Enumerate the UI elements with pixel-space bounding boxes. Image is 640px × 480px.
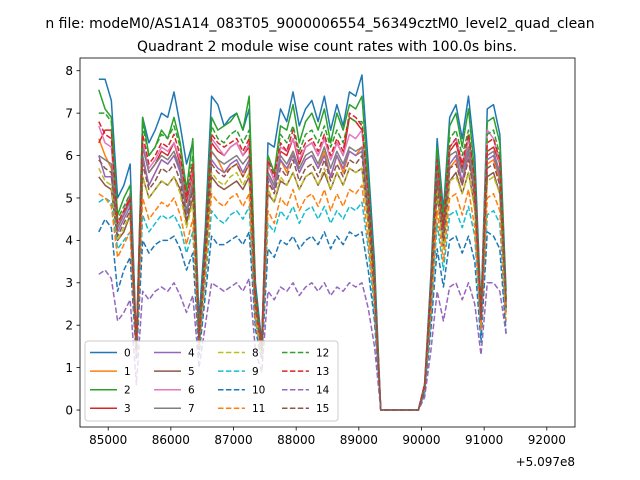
legend-label-14: 14	[316, 385, 330, 397]
legend-label-2: 2	[124, 385, 131, 397]
legend-label-1: 1	[124, 366, 131, 378]
axes-frame	[79, 57, 576, 428]
y-tick-label: 1	[65, 361, 73, 375]
axes: 85000 86000 87000 88000 89000 90000 91000 92000…	[65, 57, 576, 447]
series-line-14	[98, 269, 507, 411]
x-tick-label: 86000	[152, 433, 190, 447]
chart-suptitle: n file: modeM0/AS1A14_083T05_9000006554_…	[45, 16, 594, 32]
series-line-7	[98, 146, 507, 411]
x-tick-label: 87000	[214, 433, 252, 447]
y-tick-label: 0	[65, 403, 73, 417]
chart-title: Quadrant 2 module wise count rates with …	[137, 39, 517, 55]
legend-label-9: 9	[252, 366, 259, 378]
x-tick-label: 89000	[340, 433, 378, 447]
y-tick-label: 8	[65, 64, 73, 78]
y-tick-label: 6	[65, 149, 73, 163]
legend-label-8: 8	[252, 347, 259, 359]
x-tick-label: 88000	[277, 433, 315, 447]
legend-label-15: 15	[316, 403, 329, 415]
legend-label-0: 0	[124, 347, 131, 359]
x-tick-label: 92000	[528, 433, 566, 447]
legend-label-13: 13	[316, 366, 329, 378]
y-tick-label: 4	[65, 234, 73, 248]
legend-label-10: 10	[252, 385, 265, 397]
legend-label-11: 11	[252, 403, 265, 415]
y-tick-label: 5	[65, 191, 73, 205]
x-axis-offset-label: +5.097e8	[516, 455, 575, 469]
legend-label-5: 5	[188, 366, 195, 378]
series-line-8	[98, 167, 507, 411]
legend-box	[84, 340, 339, 422]
x-tick-label: 85000	[89, 433, 127, 447]
legend-label-6: 6	[188, 385, 195, 397]
series-line-15	[98, 154, 507, 411]
plot-area	[98, 74, 507, 411]
y-tick-label: 2	[65, 319, 73, 333]
y-tick-label: 3	[65, 276, 73, 290]
series-line-11	[98, 184, 507, 411]
series-line-9	[98, 197, 507, 411]
x-tick-label: 91000	[465, 433, 503, 447]
series-line-10	[98, 218, 507, 411]
legend-label-7: 7	[188, 403, 195, 415]
y-tick-label: 7	[65, 106, 73, 120]
legend-label-4: 4	[188, 347, 195, 359]
series-line-13	[98, 112, 507, 411]
legend-label-12: 12	[316, 347, 329, 359]
legend-label-3: 3	[124, 403, 131, 415]
x-tick-label: 90000	[402, 433, 440, 447]
